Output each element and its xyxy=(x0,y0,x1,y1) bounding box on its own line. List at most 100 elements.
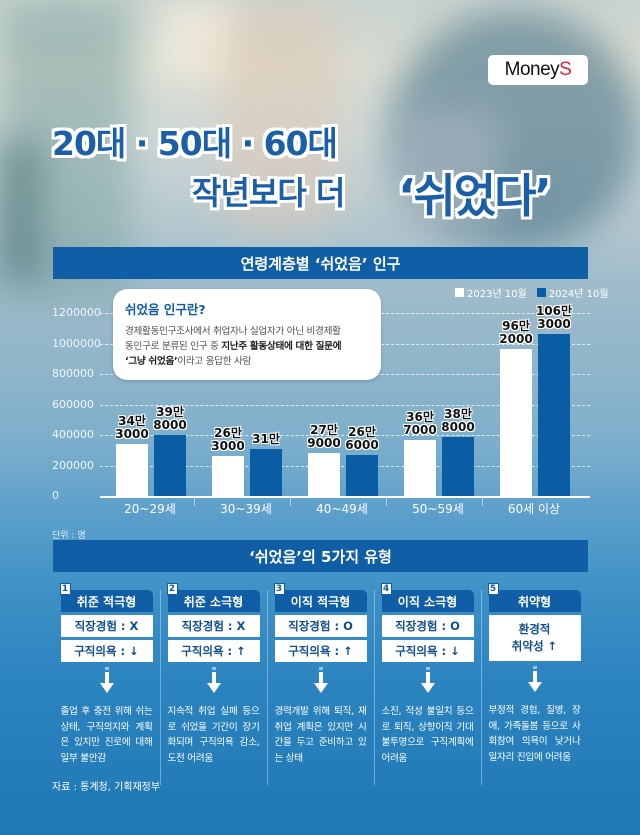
bar-2023-4 xyxy=(500,349,532,496)
bar-2024-2 xyxy=(346,455,378,496)
type-description: 졸업 후 충전 위해 쉬는 상태, 구직의지와 계획은 있지만 진로에 대해 일… xyxy=(60,706,153,764)
x-axis xyxy=(100,496,590,498)
y-tick-label: 600000 xyxy=(52,397,94,411)
arrow-down-icon xyxy=(275,666,367,696)
bar-2023-1 xyxy=(212,455,244,496)
bar-value-label: 26만 3000 xyxy=(206,426,250,453)
type-description: 부정적 경험, 질병, 장애, 가족돌봄 등으로 사회참여 의욕이 낮거나 일자… xyxy=(488,705,581,763)
type-name: 이직 소극형 xyxy=(381,590,474,612)
value-man: 26만 xyxy=(348,425,376,440)
x-category-label: 30~39세 xyxy=(220,502,272,516)
x-category-label: 40~49세 xyxy=(316,502,368,516)
arrow-down-icon xyxy=(61,666,153,696)
type-description: 소진, 적성 불일치 등으로 퇴직, 상향이직 기대 불투명으로 구직계획에 어… xyxy=(381,706,474,764)
type-number-badge: 1 xyxy=(59,583,71,595)
gridline xyxy=(100,404,590,406)
value-rest: 7000 xyxy=(403,423,437,438)
job-seeking-will-cell: 구직의욕 : ↑ xyxy=(167,640,260,662)
bar-value-label: 31만 xyxy=(244,432,288,446)
type-number-badge: 5 xyxy=(487,583,499,595)
y-tick-label: 1200000 xyxy=(52,306,101,319)
gridline xyxy=(100,435,590,436)
x-axis-separator xyxy=(386,498,387,506)
type-card-1: 1 취준 적극형 직장경험 : X 구직의욕 : ↓ 졸업 후 충전 위해 쉬는… xyxy=(53,583,160,766)
bar-2024-0 xyxy=(154,435,186,496)
logo-main-text: Money xyxy=(504,59,560,80)
job-seeking-will-cell: 구직의욕 : ↑ xyxy=(274,640,367,662)
definition-bold: 지난주 활동상태에 대한 질문에 xyxy=(221,341,342,352)
x-category-label: 60세 이상 xyxy=(507,502,561,516)
type-card-5: 5 취약형 환경적 취약성 ↑ 부정적 경험, 질병, 장애, 가족돌봄 등으로 … xyxy=(481,583,588,785)
type-name: 이직 적극형 xyxy=(274,590,367,612)
value-rest: 8000 xyxy=(153,418,187,433)
value-rest: 3000 xyxy=(211,438,245,453)
y-tick-label: 1000000 xyxy=(52,336,101,350)
x-category-label: 50~59세 xyxy=(412,502,464,516)
value-rest: 3000 xyxy=(115,426,149,441)
value-rest: 3000 xyxy=(537,316,571,331)
x-axis-separator xyxy=(482,498,483,506)
value-man: 34만 xyxy=(118,413,146,428)
job-seeking-will-cell: 구직의욕 : ↓ xyxy=(60,640,153,662)
definition-line: 경제활동인구조사에서 취업자나 실업자가 아닌 비경제활 xyxy=(125,326,341,337)
bar-2024-4 xyxy=(538,333,570,496)
arrow-down-icon xyxy=(168,666,260,696)
definition-title: 쉬었음 인구란? xyxy=(125,302,206,317)
work-experience-cell: 직장경험 : X xyxy=(167,615,260,637)
value-rest: 2000 xyxy=(499,332,533,347)
job-seeking-will-cell: 구직의욕 : ↓ xyxy=(381,640,474,662)
definition-bold: ‘그냥 쉬었음’ xyxy=(125,356,178,367)
y-tick-label: 200000 xyxy=(52,458,94,472)
headline-line2: 작년보다 더 xyxy=(192,174,345,212)
attribute-line: 환경적 xyxy=(518,622,551,636)
type-name: 취준 적극형 xyxy=(60,590,153,612)
bar-2024-3 xyxy=(442,436,474,496)
legend-label: 2024년 10월 xyxy=(548,289,609,300)
types-section-title: ‘쉬었음’의 5가지 유형 xyxy=(53,540,588,572)
types-grid: 1 취준 적극형 직장경험 : X 구직의욕 : ↓ 졸업 후 충전 위해 쉬는… xyxy=(53,583,588,785)
x-category-label: 20~29세 xyxy=(124,502,176,516)
definition-box: 쉬었음 인구란? 경제활동인구조사에서 취업자나 실업자가 아닌 비경제활 동인… xyxy=(113,289,381,380)
attribute-line: 취약성 ↑ xyxy=(511,639,558,653)
arrow-down-icon xyxy=(382,666,474,696)
gridline xyxy=(100,465,590,467)
type-card-4: 4 이직 소극형 직장경험 : O 구직의욕 : ↓ 소진, 적성 불일치 등으… xyxy=(374,583,481,785)
definition-line: 이라고 응답한 사람 xyxy=(177,356,252,367)
bar-value-label: 34만 3000 xyxy=(110,413,154,441)
headline-line1: 20대 · 50대 · 60대 xyxy=(52,124,338,163)
type-card-inner: 1 취준 적극형 직장경험 : X 구직의욕 : ↓ 졸업 후 충전 위해 쉬는… xyxy=(59,583,153,766)
arrow-down-icon xyxy=(489,665,581,695)
value-man: 36만 xyxy=(406,410,434,425)
bar-value-label: 26만 6000 xyxy=(340,426,384,452)
chart-section-title: 연령계층별 ‘쉬었음’ 인구 xyxy=(53,247,588,279)
background-photo-blurred-face xyxy=(390,110,500,230)
value-man: 38만 xyxy=(444,406,472,421)
value-man: 96만 xyxy=(502,319,530,334)
bar-2023-0 xyxy=(116,443,148,496)
headline-emphasis: ‘쉬었다’ xyxy=(398,169,552,223)
type-card-inner: 5 취약형 환경적 취약성 ↑ 부정적 경험, 질병, 장애, 가족돌봄 등으로 … xyxy=(487,583,581,765)
value-man: 106만 xyxy=(535,303,573,318)
bar-value-label: 96만 2000 xyxy=(494,320,538,346)
type-card-2: 2 취준 소극형 직장경험 : X 구직의욕 : ↑ 지속적 취업 실패 등으로… xyxy=(160,583,267,785)
legend-label: 2023년 10월 xyxy=(467,289,527,300)
type-description: 지속적 취업 실패 등으로 쉬었을 기간이 장기화되며 구직의욕 감소, 도전 … xyxy=(167,706,260,764)
legend-swatch-white xyxy=(455,288,464,297)
source-note: 자료 : 통계청, 기획재정부 xyxy=(52,782,161,793)
definition-text: 경제활동인구조사에서 취업자나 실업자가 아닌 비경제활 동인구로 분류된 인구… xyxy=(125,324,369,369)
work-experience-cell: 직장경험 : O xyxy=(274,615,367,637)
y-tick-label: 800000 xyxy=(52,367,94,380)
value-rest: 9000 xyxy=(307,436,341,451)
moneys-logo: Money S xyxy=(488,55,588,85)
legend-swatch-blue xyxy=(536,288,546,297)
logo-accent-text: S xyxy=(559,59,572,80)
bar-value-label: 39만 8000 xyxy=(148,406,192,432)
value-rest: 6000 xyxy=(345,438,379,453)
background-photo-frame xyxy=(0,140,40,280)
type-card-inner: 3 이직 적극형 직장경험 : O 구직의욕 : ↑ 경력개발 위해 퇴직, 재… xyxy=(273,583,367,766)
bar-value-label: 38만 8000 xyxy=(436,406,480,434)
type-description: 경력개발 위해 퇴직, 재취업 계획은 있지만 시간을 두고 준비하고 있는 상… xyxy=(274,706,367,764)
type-number-badge: 2 xyxy=(166,583,178,595)
y-tick-label: 400000 xyxy=(52,428,94,441)
